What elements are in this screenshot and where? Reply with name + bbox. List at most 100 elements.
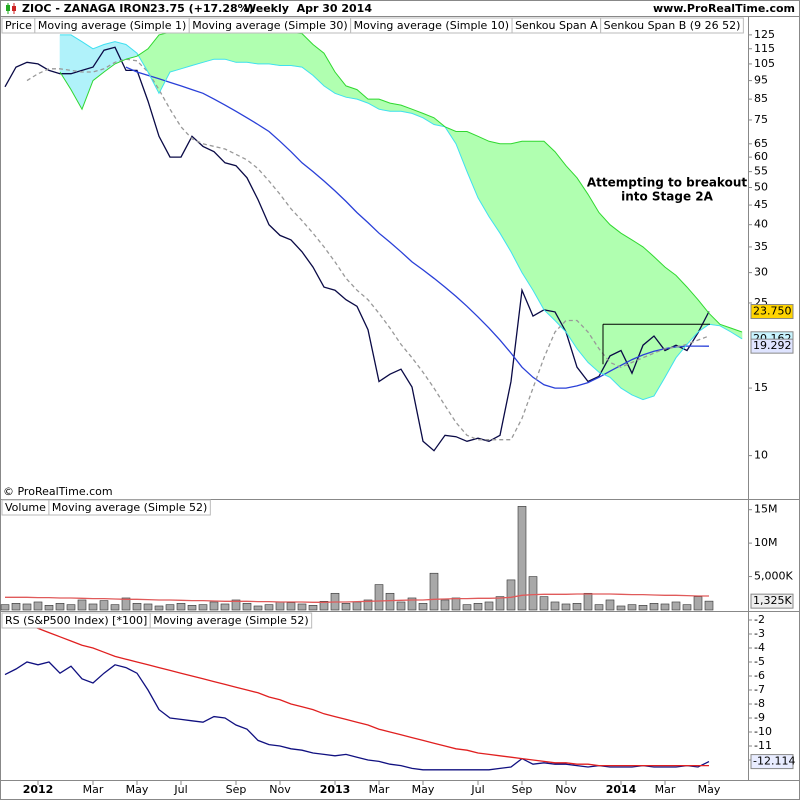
x-tick-label: Jul bbox=[470, 783, 484, 796]
y-tick-label: 125 bbox=[754, 28, 775, 41]
cloud-fill bbox=[598, 211, 611, 378]
x-tick-label: May bbox=[126, 783, 149, 796]
y-tick-label: -8 bbox=[754, 697, 765, 710]
cloud-fill bbox=[224, 31, 237, 63]
x-tick-label: Nov bbox=[269, 783, 291, 796]
cloud-fill bbox=[191, 31, 204, 66]
cloud-fill bbox=[642, 246, 655, 400]
cloud-fill bbox=[554, 150, 567, 333]
volume-bar bbox=[374, 584, 384, 611]
y-tick-label: 45 bbox=[754, 198, 768, 211]
volume-bar bbox=[440, 599, 450, 611]
volume-bar bbox=[451, 597, 461, 611]
volume-bar bbox=[550, 601, 560, 611]
legend-box bbox=[48, 499, 211, 516]
volume-bar bbox=[638, 605, 648, 611]
cloud-fill bbox=[202, 31, 215, 63]
y-tick-label: 50 bbox=[754, 181, 768, 194]
volume-bar bbox=[528, 576, 538, 611]
volume-bar bbox=[275, 601, 285, 611]
cloud-fill bbox=[653, 256, 666, 398]
cloud-fill bbox=[169, 31, 182, 73]
volume-bar bbox=[99, 600, 109, 611]
volume-bar bbox=[110, 604, 120, 611]
y-tick-label: 55 bbox=[754, 165, 768, 178]
series-line bbox=[60, 34, 743, 401]
quote: 23.75 (+17.28%) bbox=[150, 2, 254, 15]
y-tick-label: 15M bbox=[754, 503, 778, 516]
value-box bbox=[750, 593, 794, 609]
series-line bbox=[26, 58, 710, 441]
volume-bar bbox=[143, 603, 153, 611]
volume-bar bbox=[22, 603, 32, 611]
x-tick-label: Mar bbox=[369, 783, 390, 796]
volume-bar bbox=[671, 601, 681, 611]
series-line bbox=[5, 593, 709, 603]
series-line bbox=[125, 66, 710, 389]
volume-bar bbox=[561, 603, 571, 611]
legend-entry: Moving average (Simple 10) bbox=[354, 19, 509, 32]
volume-bar bbox=[396, 601, 406, 611]
x-tick-label: May bbox=[412, 783, 435, 796]
y-tick-label: -11 bbox=[754, 739, 772, 752]
y-tick-label: 60 bbox=[754, 150, 768, 163]
y-tick-label: 75 bbox=[754, 113, 768, 126]
legend-box bbox=[149, 612, 313, 629]
volume-bar bbox=[473, 603, 483, 611]
legend-entry: Price bbox=[5, 19, 32, 32]
cloud-fill bbox=[510, 140, 523, 273]
y-tick-label: 15 bbox=[754, 381, 768, 394]
volume-bar bbox=[264, 604, 274, 611]
y-tick-label: -5 bbox=[754, 655, 765, 668]
annotation: Attempting to breakout bbox=[587, 176, 748, 190]
cloud-fill bbox=[565, 164, 578, 350]
site: www.ProRealTime.com bbox=[653, 2, 795, 15]
volume-bar bbox=[209, 601, 219, 611]
volume-bar bbox=[308, 605, 318, 611]
series-line bbox=[4, 613, 709, 767]
volume-bar bbox=[165, 604, 175, 611]
y-tick-label: 10M bbox=[754, 536, 778, 549]
x-tick-label: May bbox=[698, 783, 721, 796]
y-tick-label: 35 bbox=[754, 240, 768, 253]
volume-bar bbox=[0, 604, 10, 611]
volume-bar bbox=[154, 605, 164, 611]
y-tick-label: -10 bbox=[754, 725, 772, 738]
value-box bbox=[750, 338, 794, 354]
value-box-label: 1,325K bbox=[753, 594, 792, 607]
x-tick-label: Mar bbox=[655, 783, 676, 796]
cloud-fill bbox=[279, 31, 292, 66]
volume-bar bbox=[187, 605, 197, 611]
y-tick-label: -9 bbox=[754, 711, 765, 724]
volume-bar bbox=[319, 601, 329, 611]
volume-bar bbox=[88, 603, 98, 611]
volume-bar bbox=[297, 603, 307, 611]
y-tick-label: 10 bbox=[754, 449, 768, 462]
y-tick-label: 85 bbox=[754, 92, 768, 105]
volume-bar bbox=[627, 604, 637, 611]
volume-bar bbox=[495, 596, 505, 611]
candle-icon bbox=[6, 3, 16, 14]
value-box-label: 23.750 bbox=[753, 305, 792, 318]
volume-bar bbox=[616, 605, 626, 611]
volume-bar bbox=[121, 597, 131, 611]
volume-bar bbox=[33, 601, 43, 611]
x-tick-label: Nov bbox=[555, 783, 577, 796]
volume-bar bbox=[583, 592, 593, 611]
volume-bar bbox=[176, 603, 186, 611]
volume-bar bbox=[242, 603, 252, 611]
value-box bbox=[750, 304, 794, 320]
y-tick-label: 95 bbox=[754, 74, 768, 87]
x-tick-label: Sep bbox=[226, 783, 247, 796]
volume-bar bbox=[605, 599, 615, 611]
volume-bar bbox=[462, 604, 472, 611]
copyright: © ProRealTime.com bbox=[3, 485, 113, 498]
volume-bar bbox=[352, 601, 362, 611]
volume-bar bbox=[363, 599, 373, 611]
cloud-fill bbox=[246, 31, 259, 65]
volume-bar bbox=[484, 601, 494, 611]
y-tick-label: -7 bbox=[754, 683, 765, 696]
x-tick-label: 2013 bbox=[320, 783, 351, 796]
